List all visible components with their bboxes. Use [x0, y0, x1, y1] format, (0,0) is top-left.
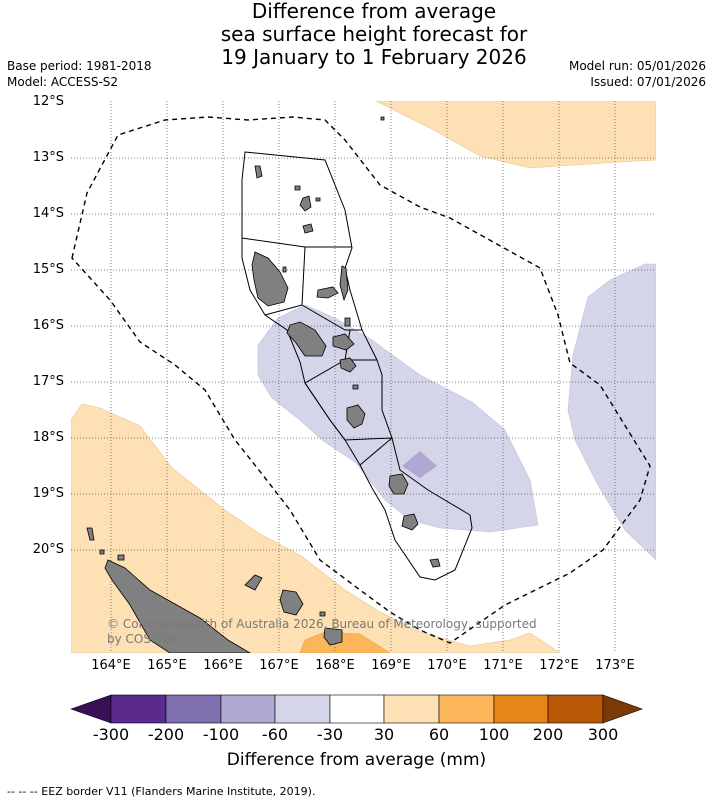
- new-caledonia-islands: [86, 116, 385, 653]
- meta-left: Base period: 1981-2018 Model: ACCESS-S2: [7, 58, 152, 90]
- colorbar-tick-label: -100: [202, 725, 240, 744]
- lat-label-14s: 14°S: [32, 206, 64, 221]
- colorbar-tick-label: 300: [587, 725, 619, 744]
- colorbar-tick-label: 200: [532, 725, 564, 744]
- colorbar-max-extend: [602, 694, 643, 724]
- colorbar-bin-7: [438, 694, 495, 724]
- lon-label-173e: 173°E: [595, 658, 635, 673]
- issued-date: Issued: 07/01/2026: [590, 75, 706, 89]
- title-line-1: Difference from average: [251, 0, 497, 23]
- positive-anomaly-ne: [375, 101, 656, 169]
- negative-anomaly-central: [257, 304, 539, 533]
- colorbar: [70, 694, 643, 724]
- eez-border: [71, 116, 651, 644]
- lon-label-170e: 170°E: [427, 658, 467, 673]
- lat-label-19s: 19°S: [32, 486, 64, 501]
- title-line-2: sea surface height forecast for: [220, 22, 528, 46]
- lon-label-172e: 172°E: [539, 658, 579, 673]
- colorbar-bin-4: [274, 694, 331, 724]
- lon-label-165e: 165°E: [147, 658, 187, 673]
- lon-label-171e: 171°E: [483, 658, 523, 673]
- lon-label-164e: 164°E: [91, 658, 131, 673]
- colorbar-bin-9: [547, 694, 604, 724]
- graticule: [71, 101, 656, 653]
- colorbar-bin-8: [493, 694, 549, 724]
- lat-label-15s: 15°S: [32, 262, 64, 277]
- lat-label-16s: 16°S: [32, 318, 64, 333]
- map-title: Difference from average sea surface heig…: [0, 0, 713, 69]
- colorbar-bin-5: [329, 694, 385, 724]
- lat-label-13s: 13°S: [32, 150, 64, 165]
- colorbar-bin-2: [165, 694, 222, 724]
- lat-label-12s: 12°S: [32, 94, 64, 109]
- colorbar-bin-3: [220, 694, 276, 724]
- base-period: Base period: 1981-2018: [7, 59, 152, 73]
- lon-label-168e: 168°E: [315, 658, 355, 673]
- lon-label-167e: 167°E: [259, 658, 299, 673]
- colorbar-title: Difference from average (mm): [226, 750, 487, 770]
- colorbar-bin-6: [383, 694, 440, 724]
- meta-right: Model run: 05/01/2026 Issued: 07/01/2026: [569, 58, 706, 90]
- eez-legend-note: -- -- -- EEZ border V11 (Flanders Marine…: [7, 785, 316, 798]
- title-line-3: 19 January to 1 February 2026: [221, 45, 527, 69]
- model-name: Model: ACCESS-S2: [7, 75, 119, 89]
- lat-label-18s: 18°S: [32, 430, 64, 445]
- lat-label-17s: 17°S: [32, 374, 64, 389]
- lon-label-169e: 169°E: [371, 658, 411, 673]
- positive-anomaly-sw: [71, 403, 561, 653]
- vanuatu-islands: [251, 165, 441, 568]
- negative-anomaly-east: [567, 263, 656, 561]
- colorbar-tick-label: -60: [261, 725, 289, 744]
- lon-label-166e: 166°E: [203, 658, 243, 673]
- lat-label-20s: 20°S: [32, 542, 64, 557]
- positive-anomaly-strong: [299, 631, 391, 653]
- province-dividers: [241, 237, 393, 466]
- colorbar-tick-label: -300: [92, 725, 130, 744]
- colorbar-tick-label: 60: [428, 725, 450, 744]
- colorbar-tick-label: -200: [147, 725, 185, 744]
- colorbar-min-extend: [70, 694, 112, 724]
- model-run: Model run: 05/01/2026: [568, 59, 706, 73]
- colorbar-tick-label: 100: [478, 725, 510, 744]
- colorbar-tick-label: 30: [373, 725, 395, 744]
- colorbar-bin-1: [110, 694, 167, 724]
- negative-anomaly-core: [402, 451, 437, 478]
- map-area: [71, 101, 656, 653]
- copyright-notice: © Commonwealth of Australia 2026, Bureau…: [107, 617, 537, 646]
- colorbar-tick-label: -30: [316, 725, 344, 744]
